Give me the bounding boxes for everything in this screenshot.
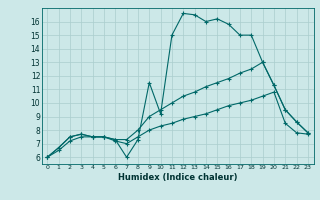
- X-axis label: Humidex (Indice chaleur): Humidex (Indice chaleur): [118, 173, 237, 182]
